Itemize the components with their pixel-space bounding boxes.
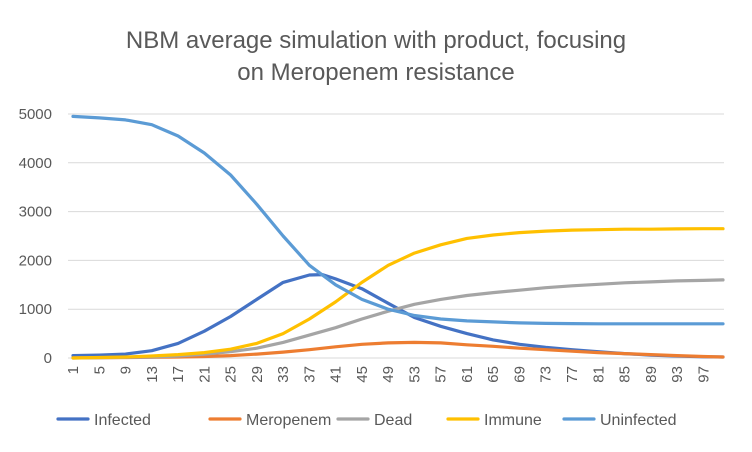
legend: Infected Meropenem Dead Immune Uninfected: [56, 412, 677, 429]
x-tick-label: 33: [275, 366, 292, 383]
x-tick-label: 49: [380, 366, 397, 383]
x-tick-label: 85: [617, 366, 634, 383]
chart-title-line-1: NBM average simulation with product, foc…: [126, 27, 626, 54]
series-line-immune: [71, 227, 725, 360]
x-tick-label: 93: [669, 366, 686, 383]
legend-label-immune: Immune: [484, 412, 542, 429]
legend-label-meropenem: Meropenem: [246, 412, 331, 429]
y-tick-label: 1000: [19, 301, 52, 318]
legend-label-infected: Infected: [94, 412, 151, 429]
y-tick-label: 3000: [19, 204, 52, 221]
x-tick-label: 13: [144, 366, 161, 383]
series-line-dead: [71, 278, 725, 360]
x-tick-label: 57: [433, 366, 450, 383]
x-tick-label: 77: [564, 366, 581, 383]
x-tick-label: 53: [406, 366, 423, 383]
x-tick-label: 69: [511, 366, 528, 383]
x-tick-label: 29: [249, 366, 266, 383]
series-lines: [71, 114, 725, 360]
gridlines: [68, 113, 724, 359]
legend-label-uninfected: Uninfected: [600, 412, 677, 429]
x-tick-label: 65: [485, 366, 502, 383]
x-tick-label: 81: [590, 366, 607, 383]
x-tick-label: 21: [196, 366, 213, 383]
series-line-meropenem: [71, 340, 725, 360]
x-tick-label: 37: [301, 366, 318, 383]
chart-title-line-2: on Meropenem resistance: [237, 59, 514, 86]
x-tick-label: 41: [328, 366, 345, 383]
legend-label-dead: Dead: [374, 412, 412, 429]
x-tick-label: 17: [170, 366, 187, 383]
y-tick-label: 5000: [19, 106, 52, 123]
x-tick-label: 9: [118, 366, 135, 374]
x-tick-label: 61: [459, 366, 476, 383]
series-line-uninfected: [71, 114, 725, 326]
series-line-infected: [71, 273, 725, 359]
x-tick-label: 45: [354, 366, 371, 383]
x-tick-label: 97: [695, 366, 712, 383]
x-tick-label: 1: [65, 366, 82, 374]
x-axis-ticks: 1 5 9 13 17 21 25 29 33 37 41 45 49 53 57 61 65 69 73 77 81 8…: [65, 366, 712, 383]
x-tick-label: 73: [538, 366, 555, 383]
x-tick-label: 5: [91, 366, 108, 374]
y-tick-label: 4000: [19, 155, 52, 172]
y-tick-label: 2000: [19, 252, 52, 269]
y-axis-ticks: 0 1000 2000 3000 4000 5000: [19, 106, 52, 367]
y-tick-label: 0: [44, 350, 52, 367]
x-tick-label: 25: [223, 366, 240, 383]
x-tick-label: 89: [643, 366, 660, 383]
